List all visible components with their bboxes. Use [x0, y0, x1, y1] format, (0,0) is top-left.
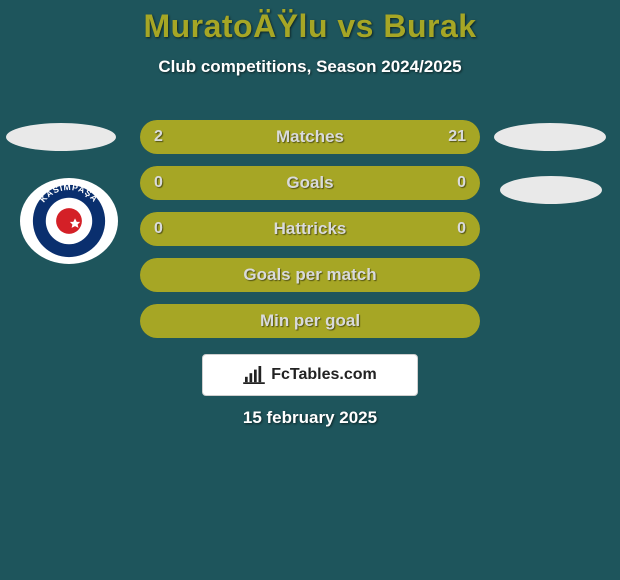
attribution-text: FcTables.com: [271, 366, 377, 384]
stat-row: Goals per match: [140, 258, 480, 292]
club-crest-icon: KASIMPAŞA: [26, 178, 112, 264]
date-text: 15 february 2025: [0, 408, 620, 428]
left-club-crest: KASIMPAŞA: [20, 178, 118, 264]
stat-value-right: 0: [457, 212, 466, 246]
stat-value-left: 2: [154, 120, 163, 154]
stat-row: Goals0 0: [140, 166, 480, 200]
subtitle: Club competitions, Season 2024/2025: [0, 57, 620, 77]
stat-value-right: 21: [448, 120, 466, 154]
stat-bars: Matches221Goals00Hattricks00Goals per ma…: [140, 120, 480, 350]
right-player-ellipse-top: [494, 123, 606, 151]
stat-label: Min per goal: [140, 304, 480, 338]
left-player-ellipse: [6, 123, 116, 151]
page-title: MuratoÄŸlu vs Burak: [0, 0, 620, 45]
bars-chart-icon: [243, 366, 265, 384]
right-player-ellipse-bottom: [500, 176, 602, 204]
stat-value-right: 0: [457, 166, 466, 200]
stat-label: Goals: [140, 166, 480, 200]
stat-label: Hattricks: [140, 212, 480, 246]
stat-row: Matches2 21: [140, 120, 480, 154]
stat-row: Min per goal: [140, 304, 480, 338]
comparison-canvas: MuratoÄŸlu vs Burak Club competitions, S…: [0, 0, 620, 580]
stat-value-left: 0: [154, 212, 163, 246]
attribution-box: FcTables.com: [202, 354, 418, 396]
stat-value-left: 0: [154, 166, 163, 200]
stat-label: Goals per match: [140, 258, 480, 292]
stat-label: Matches: [140, 120, 480, 154]
stat-row: Hattricks0 0: [140, 212, 480, 246]
